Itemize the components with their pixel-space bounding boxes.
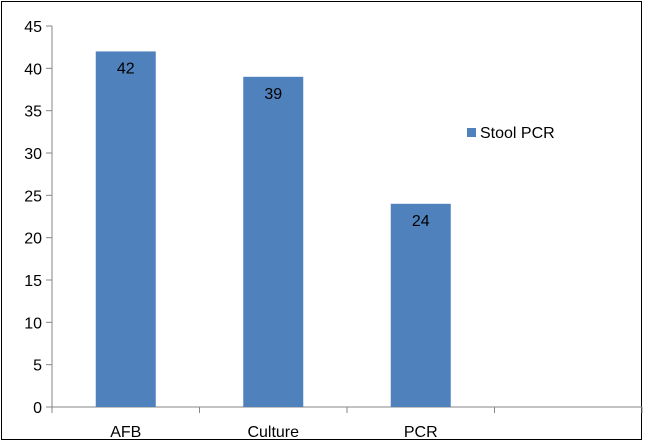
- y-tick-label: 25: [24, 188, 42, 205]
- y-tick-label: 35: [24, 104, 42, 121]
- y-tick-label: 0: [33, 400, 42, 417]
- data-label: 42: [117, 60, 135, 77]
- bar: [390, 203, 451, 407]
- y-tick-label: 20: [24, 231, 42, 248]
- legend-label: Stool PCR: [480, 125, 555, 142]
- y-axis: 0 5 10 15 20 25 30 35 40 45: [24, 19, 53, 417]
- y-tick-label: 10: [24, 315, 42, 332]
- y-tick-label: 5: [33, 358, 42, 375]
- y-tick-label: 40: [24, 61, 42, 78]
- y-tick-label: 30: [24, 146, 42, 163]
- bar: [243, 76, 304, 408]
- x-tick-label: PCR: [404, 424, 438, 441]
- x-axis: AFB Culture PCR: [51, 406, 643, 441]
- y-tick-label: 15: [24, 273, 42, 290]
- bars: 42 39 24: [95, 51, 451, 408]
- x-tick-label: Culture: [247, 424, 299, 441]
- legend: Stool PCR: [467, 125, 555, 142]
- x-tick-label: AFB: [110, 424, 141, 441]
- bar: [95, 51, 156, 408]
- data-label: 39: [264, 86, 282, 103]
- y-tick-label: 45: [24, 19, 42, 36]
- data-label: 24: [412, 213, 430, 230]
- legend-swatch: [467, 128, 476, 137]
